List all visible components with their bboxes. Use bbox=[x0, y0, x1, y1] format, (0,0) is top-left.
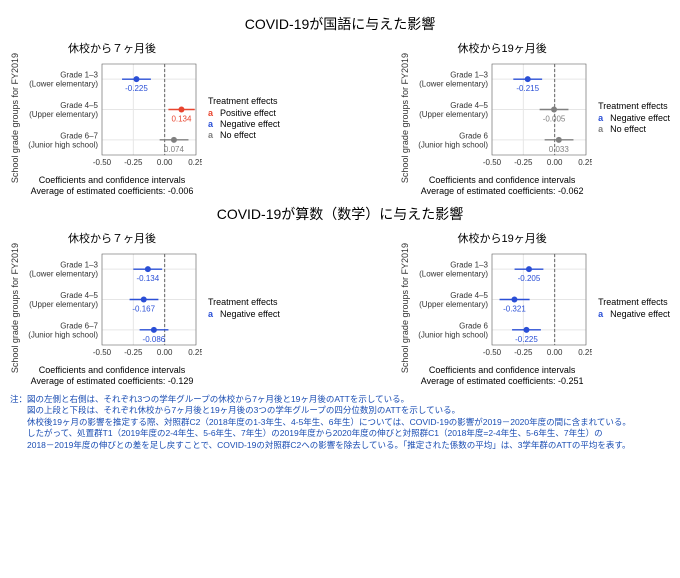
forest-plot-panel: School grade groups for FY2019 休校から７ヶ月後 … bbox=[10, 40, 280, 196]
x-axis-label: Coefficients and confidence intervals bbox=[39, 175, 185, 185]
footnote-line: 注：図の左側と右側は、それぞれ3つの学年グループの休校から7ヶ月後と19ヶ月後の… bbox=[10, 394, 670, 405]
svg-text:-0.50: -0.50 bbox=[483, 348, 502, 357]
svg-text:-0.205: -0.205 bbox=[518, 274, 541, 283]
svg-text:Grade 1–3: Grade 1–3 bbox=[450, 71, 488, 80]
svg-text:Grade 1–3: Grade 1–3 bbox=[60, 71, 98, 80]
legend-item: aNegative effect bbox=[598, 113, 670, 123]
svg-text:-0.25: -0.25 bbox=[124, 348, 143, 357]
x-axis-label: Coefficients and confidence intervals bbox=[429, 175, 575, 185]
average-label: Average of estimated coefficients: -0.06… bbox=[421, 186, 584, 196]
legend-title: Treatment effects bbox=[208, 96, 280, 106]
svg-text:Grade 6–7: Grade 6–7 bbox=[60, 321, 98, 330]
svg-text:Grade 6: Grade 6 bbox=[459, 131, 488, 140]
legend-item: aNo effect bbox=[208, 130, 280, 140]
svg-text:-0.005: -0.005 bbox=[543, 115, 566, 124]
legend-item: aNegative effect bbox=[208, 119, 280, 129]
x-axis-label: Coefficients and confidence intervals bbox=[429, 365, 575, 375]
svg-text:Grade 4–5: Grade 4–5 bbox=[60, 291, 98, 300]
forest-plot-panel: School grade groups for FY2019 休校から７ヶ月後 … bbox=[10, 230, 280, 386]
svg-text:-0.134: -0.134 bbox=[137, 274, 160, 283]
svg-text:0.00: 0.00 bbox=[157, 158, 173, 167]
y-axis-label: School grade groups for FY2019 bbox=[10, 243, 20, 373]
legend: Treatment effects aNegative effectaNo eff… bbox=[598, 101, 670, 135]
legend-item: aNo effect bbox=[598, 124, 670, 134]
svg-text:-0.086: -0.086 bbox=[143, 335, 166, 344]
svg-text:0.00: 0.00 bbox=[547, 348, 563, 357]
legend-title: Treatment effects bbox=[208, 297, 280, 307]
svg-text:(Upper elementary): (Upper elementary) bbox=[419, 110, 488, 119]
legend-title: Treatment effects bbox=[598, 101, 670, 111]
average-label: Average of estimated coefficients: -0.12… bbox=[31, 376, 194, 386]
footnote-line: 2018－2019年度の伸びとの差を足し戻すことで、COVID-19の対照群C2… bbox=[10, 440, 670, 451]
svg-text:(Junior high school): (Junior high school) bbox=[418, 330, 488, 339]
legend-item: aNegative effect bbox=[598, 309, 670, 319]
x-axis-label: Coefficients and confidence intervals bbox=[39, 365, 185, 375]
svg-text:Grade 6–7: Grade 6–7 bbox=[60, 131, 98, 140]
svg-text:Grade 6: Grade 6 bbox=[459, 321, 488, 330]
panel-row: School grade groups for FY2019 休校から７ヶ月後 … bbox=[10, 230, 670, 386]
svg-text:-0.215: -0.215 bbox=[517, 84, 540, 93]
section-title: COVID-19が国語に与えた影響 bbox=[10, 14, 670, 34]
panel-title: 休校から19ヶ月後 bbox=[458, 230, 547, 246]
svg-text:0.00: 0.00 bbox=[547, 158, 563, 167]
svg-text:(Lower elementary): (Lower elementary) bbox=[29, 270, 98, 279]
footnote-line: したがって、処置群T1（2019年度の2-4年生、5-6年生、7年生）の2019… bbox=[10, 428, 670, 439]
svg-text:Grade 4–5: Grade 4–5 bbox=[450, 291, 488, 300]
svg-text:-0.225: -0.225 bbox=[515, 335, 538, 344]
svg-text:(Junior high school): (Junior high school) bbox=[418, 140, 488, 149]
panel-title: 休校から７ヶ月後 bbox=[68, 40, 156, 56]
svg-text:Grade 4–5: Grade 4–5 bbox=[60, 101, 98, 110]
svg-text:0.074: 0.074 bbox=[164, 145, 185, 154]
svg-text:-0.25: -0.25 bbox=[514, 158, 533, 167]
svg-text:-0.167: -0.167 bbox=[132, 305, 155, 314]
legend-title: Treatment effects bbox=[598, 297, 670, 307]
svg-text:0.25: 0.25 bbox=[578, 348, 592, 357]
svg-text:(Lower elementary): (Lower elementary) bbox=[419, 270, 488, 279]
svg-text:-0.25: -0.25 bbox=[514, 348, 533, 357]
svg-text:-0.225: -0.225 bbox=[125, 84, 148, 93]
panel-row: School grade groups for FY2019 休校から７ヶ月後 … bbox=[10, 40, 670, 196]
svg-text:0.25: 0.25 bbox=[578, 158, 592, 167]
legend-item: aNegative effect bbox=[208, 309, 280, 319]
svg-text:0.00: 0.00 bbox=[157, 348, 173, 357]
svg-text:Grade 1–3: Grade 1–3 bbox=[60, 261, 98, 270]
y-axis-label: School grade groups for FY2019 bbox=[400, 243, 410, 373]
svg-text:0.033: 0.033 bbox=[549, 145, 570, 154]
average-label: Average of estimated coefficients: -0.25… bbox=[421, 376, 584, 386]
svg-text:0.25: 0.25 bbox=[188, 348, 202, 357]
svg-text:Grade 4–5: Grade 4–5 bbox=[450, 101, 488, 110]
svg-text:(Upper elementary): (Upper elementary) bbox=[29, 110, 98, 119]
legend-item: aPositive effect bbox=[208, 108, 280, 118]
svg-text:(Lower elementary): (Lower elementary) bbox=[419, 80, 488, 89]
legend: Treatment effects aNegative effect bbox=[208, 297, 280, 320]
svg-text:-0.50: -0.50 bbox=[483, 158, 502, 167]
legend: Treatment effects aPositive effectaNegati… bbox=[208, 96, 280, 141]
svg-text:(Junior high school): (Junior high school) bbox=[28, 140, 98, 149]
svg-text:-0.25: -0.25 bbox=[124, 158, 143, 167]
footnote-line: 図の上段と下段は、それぞれ休校から7ヶ月後と19ヶ月後の3つの学年グループの四分… bbox=[10, 405, 670, 416]
svg-text:Grade 1–3: Grade 1–3 bbox=[450, 261, 488, 270]
footnote-line: 休校後19ヶ月の影響を推定する際、対照群C2（2018年度の1-3年生、4-5年… bbox=[10, 417, 670, 428]
y-axis-label: School grade groups for FY2019 bbox=[400, 53, 410, 183]
svg-text:-0.321: -0.321 bbox=[503, 305, 526, 314]
svg-text:(Junior high school): (Junior high school) bbox=[28, 330, 98, 339]
forest-plot-panel: School grade groups for FY2019 休校から19ヶ月後… bbox=[400, 40, 670, 196]
section-title: COVID-19が算数（数学）に与えた影響 bbox=[10, 204, 670, 224]
panel-title: 休校から７ヶ月後 bbox=[68, 230, 156, 246]
y-axis-label: School grade groups for FY2019 bbox=[10, 53, 20, 183]
svg-text:0.134: 0.134 bbox=[171, 115, 192, 124]
svg-text:0.25: 0.25 bbox=[188, 158, 202, 167]
svg-text:-0.50: -0.50 bbox=[93, 348, 112, 357]
svg-text:(Upper elementary): (Upper elementary) bbox=[419, 300, 488, 309]
panel-title: 休校から19ヶ月後 bbox=[458, 40, 547, 56]
footnotes: 注：図の左側と右側は、それぞれ3つの学年グループの休校から7ヶ月後と19ヶ月後の… bbox=[10, 394, 670, 451]
svg-text:(Upper elementary): (Upper elementary) bbox=[29, 300, 98, 309]
svg-text:(Lower elementary): (Lower elementary) bbox=[29, 80, 98, 89]
average-label: Average of estimated coefficients: -0.00… bbox=[31, 186, 194, 196]
forest-plot-panel: School grade groups for FY2019 休校から19ヶ月後… bbox=[400, 230, 670, 386]
legend: Treatment effects aNegative effect bbox=[598, 297, 670, 320]
svg-text:-0.50: -0.50 bbox=[93, 158, 112, 167]
